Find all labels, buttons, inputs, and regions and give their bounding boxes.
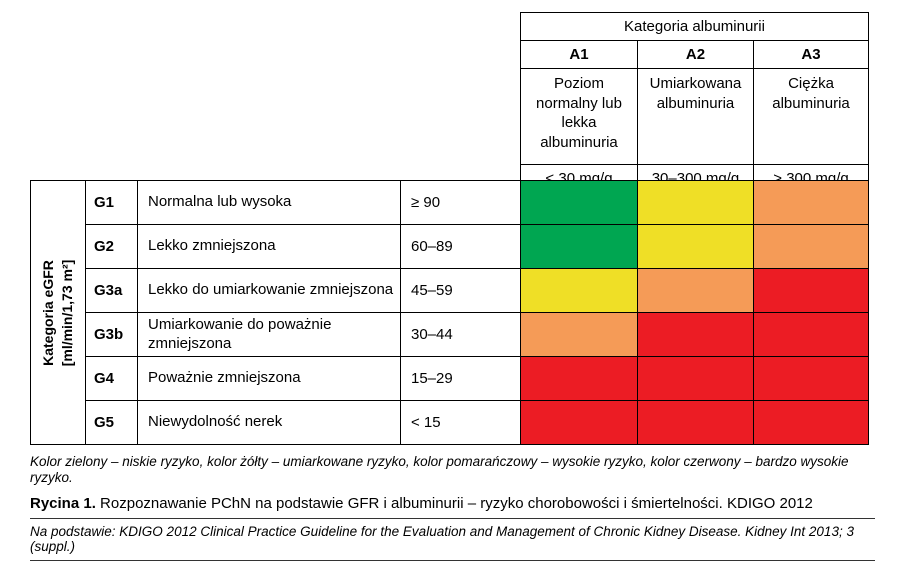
gfr-axis-title: Kategoria eGFR	[40, 259, 57, 366]
gfr-description-g3b: Umiarkowanie do poważnie zmniejszona	[137, 312, 401, 357]
gfr-description-g3a: Lekko do umiarkowanie zmniejszona	[137, 268, 401, 313]
albuminuria-description-a1: Poziom normalny lub lekka albuminuria	[520, 68, 638, 165]
gfr-code-g3a: G3a	[85, 268, 138, 313]
gfr-range-g3b: 30–44	[400, 312, 521, 357]
figure-caption: Rycina 1. Rozpoznawanie PChN na podstawi…	[30, 495, 875, 512]
risk-cell-g3b-a1	[520, 312, 638, 357]
gfr-code-g4: G4	[85, 356, 138, 401]
gfr-range-g2: 60–89	[400, 224, 521, 269]
risk-cell-g3a-a1	[520, 268, 638, 313]
source-note: Na podstawie: KDIGO 2012 Clinical Practi…	[30, 523, 854, 554]
caption-text: Rozpoznawanie PChN na podstawie GFR i al…	[100, 494, 813, 512]
gfr-code-g3b: G3b	[85, 312, 138, 357]
risk-cell-g1-a2	[637, 180, 754, 225]
risk-cell-g3b-a2	[637, 312, 754, 357]
risk-cell-g3b-a3	[753, 312, 869, 357]
albuminuria-category-title: Kategoria albuminurii	[519, 12, 870, 41]
caption-label: Rycina 1.	[30, 494, 96, 512]
gfr-range-g3a: 45–59	[400, 268, 521, 313]
gfr-description-g4: Poważnie zmniejszona	[137, 356, 401, 401]
albuminuria-code-a3: A3	[752, 40, 870, 69]
risk-cell-g2-a3	[753, 224, 869, 269]
risk-cell-g5-a1	[520, 400, 638, 445]
gfr-code-g1: G1	[85, 180, 138, 225]
gfr-range-g5: < 15	[400, 400, 521, 445]
gfr-range-g1: ≥ 90	[400, 180, 521, 225]
gfr-description-g1: Normalna lub wysoka	[137, 180, 401, 225]
divider-line-top	[30, 517, 875, 519]
table-row-g1: Kategoria eGFR [ml/min/1,73 m²] G1 Norma…	[30, 180, 869, 445]
risk-matrix-table: Kategoria eGFR [ml/min/1,73 m²] G1 Norma…	[30, 180, 869, 445]
risk-cell-g1-a3	[753, 180, 869, 225]
figure-footer: Kolor zielony – niskie ryzyko, kolor żół…	[30, 454, 875, 564]
albuminuria-code-a1: A1	[520, 40, 638, 69]
divider-line-bottom	[30, 559, 875, 561]
gfr-code-g5: G5	[85, 400, 138, 445]
table-row-g3a: G3a Lekko do umiarkowanie zmniejszona 45…	[31, 268, 869, 313]
risk-cell-g4-a1	[520, 356, 638, 401]
risk-cell-g5-a2	[637, 400, 754, 445]
risk-cell-g1-a1	[520, 180, 638, 225]
gfr-axis-units: [ml/min/1,73 m²]	[59, 259, 75, 366]
risk-cell-g3a-a2	[637, 268, 754, 313]
table-row-g4: G4 Poważnie zmniejszona 15–29	[31, 356, 869, 401]
risk-cell-g4-a2	[637, 356, 754, 401]
risk-cell-g2-a1	[520, 224, 638, 269]
gfr-range-g4: 15–29	[400, 356, 521, 401]
gfr-code-g2: G2	[85, 224, 138, 269]
albuminuria-code-a2: A2	[637, 40, 754, 69]
risk-cell-g5-a3	[753, 400, 869, 445]
risk-cell-g4-a3	[753, 356, 869, 401]
table-row-g2: G2 Lekko zmniejszona 60–89	[31, 224, 869, 269]
albuminuria-header-table: Kategoria albuminurii A1 A2 A3 Poziom no…	[519, 12, 870, 192]
risk-cell-g3a-a3	[753, 268, 869, 313]
gfr-description-g5: Niewydolność nerek	[137, 400, 401, 445]
gfr-axis-label: Kategoria eGFR [ml/min/1,73 m²]	[30, 180, 86, 445]
color-legend: Kolor zielony – niskie ryzyko, kolor żół…	[30, 454, 849, 486]
risk-cell-g2-a2	[637, 224, 754, 269]
gfr-description-g2: Lekko zmniejszona	[137, 224, 401, 269]
albuminuria-description-a3: Ciężka albuminuria	[752, 68, 870, 165]
albuminuria-description-a2: Umiarkowana albuminuria	[637, 68, 754, 165]
table-row-g5: G5 Niewydolność nerek < 15	[31, 400, 869, 445]
table-row-g3b: G3b Umiarkowanie do poważnie zmniejszona…	[31, 312, 869, 357]
